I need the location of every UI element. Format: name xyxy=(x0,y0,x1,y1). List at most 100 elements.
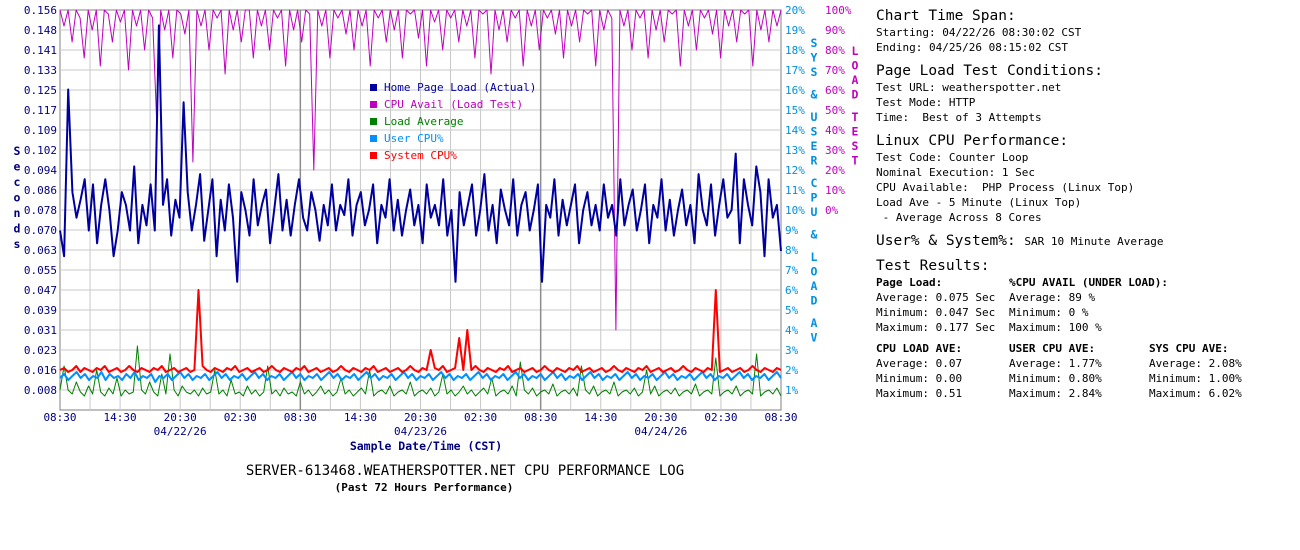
y-left-tick-label: 0.016 xyxy=(24,364,57,377)
test-code: Test Code: Counter Loop xyxy=(876,151,1029,164)
user-cpu-avg: Average: 1.77% xyxy=(1009,357,1102,370)
y-right-inner-tick-label: 3% xyxy=(785,344,799,357)
right-inner-axis-label-glyph: Y xyxy=(811,51,818,65)
y-right-outer-tick-label: 20% xyxy=(825,164,845,177)
right-inner-axis-label-glyph: U xyxy=(811,205,818,219)
left-axis-label-glyph: d xyxy=(14,222,21,236)
x-axis-label: Sample Date/Time (CST) xyxy=(350,439,502,453)
span-heading: Chart Time Span: xyxy=(876,8,1016,24)
right-inner-axis-label-glyph: A xyxy=(811,279,818,293)
legend: Home Page Load (Actual) CPU Avail (Load T… xyxy=(370,81,536,162)
sys-cpu-avg: Average: 2.08% xyxy=(1149,357,1242,370)
right-outer-axis-ticks: 100% 90% 80% 70% 60% 50% 40% 30% 20% 10% 0% xyxy=(825,4,852,217)
cpu-load-head: CPU LOAD AVE: xyxy=(876,342,963,355)
x-tick-label: 08:30 xyxy=(524,411,557,424)
test-mode: Test Mode: HTTP xyxy=(876,96,976,109)
y-right-inner-tick-label: 4% xyxy=(785,324,799,337)
y-left-tick-label: 0.156 xyxy=(24,4,57,17)
y-right-outer-tick-label: 90% xyxy=(825,24,845,37)
y-left-tick-label: 0.047 xyxy=(24,284,57,297)
left-axis-label-glyph: n xyxy=(14,206,21,220)
y-right-inner-tick-label: 18% xyxy=(785,44,805,57)
right-inner-axis-label-glyph: R xyxy=(811,153,818,167)
series-line-load-average xyxy=(59,345,782,397)
sys-cpu-max: Maximum: 6.02% xyxy=(1149,387,1242,400)
y-right-inner-tick-label: 8% xyxy=(785,244,799,257)
y-right-inner-tick-label: 15% xyxy=(785,104,805,117)
x-tick-label: 20:30 xyxy=(404,411,437,424)
usersys-block: User% & System%: SAR 10 Minute Average xyxy=(876,233,1296,250)
x-tick-label: 02:30 xyxy=(704,411,737,424)
y-right-inner-tick-label: 11% xyxy=(785,184,805,197)
left-axis-label-glyph: o xyxy=(14,191,21,205)
y-right-inner-tick-label: 10% xyxy=(785,204,805,217)
legend-label: Load Average xyxy=(384,115,463,128)
right-outer-axis-label-glyph: D xyxy=(852,88,859,102)
legend-label: User CPU% xyxy=(384,132,444,145)
y-right-inner-tick-label: 5% xyxy=(785,304,799,317)
right-outer-axis-label-glyph: L xyxy=(852,44,859,58)
y-right-inner-tick-label: 16% xyxy=(785,84,805,97)
right-inner-axis-label-glyph: & xyxy=(811,227,818,241)
right-inner-axis-label-glyph: E xyxy=(811,139,818,153)
right-outer-axis-label-glyph: O xyxy=(852,59,859,73)
right-inner-axis-ticks: 20% 19% 18% 17% 16% 15% 14% 13% 12% 11% 10% 9% 8% 7% 6… xyxy=(785,4,805,397)
x-axis-dates: 04/22/26 04/23/26 04/24/26 xyxy=(154,425,688,438)
x-tick-label: 08:30 xyxy=(764,411,797,424)
y-right-inner-tick-label: 12% xyxy=(785,164,805,177)
x-tick-label: 08:30 xyxy=(43,411,76,424)
right-inner-axis-label-glyph: S xyxy=(811,65,818,79)
y-right-inner-tick-label: 14% xyxy=(785,124,805,137)
conditions-heading: Page Load Test Conditions: xyxy=(876,63,1103,79)
y-left-tick-label: 0.094 xyxy=(24,164,57,177)
cpu-avail-min: Minimum: 0 % xyxy=(1009,306,1089,319)
y-right-outer-tick-label: 100% xyxy=(825,4,852,17)
y-left-tick-label: 0.008 xyxy=(24,384,57,397)
load-ave-note: - Average Across 8 Cores xyxy=(876,211,1042,224)
page-load-max: Maximum: 0.177 Sec xyxy=(876,321,996,334)
cpu-load-min: Minimum: 0.00 xyxy=(876,372,963,385)
y-right-outer-tick-label: 50% xyxy=(825,104,845,117)
y-right-inner-tick-label: 7% xyxy=(785,264,799,277)
cpu-avail-head: %CPU AVAIL (UNDER LOAD): xyxy=(1009,276,1168,289)
cpu-load-avg: Average: 0.07 xyxy=(876,357,963,370)
y-left-tick-label: 0.086 xyxy=(24,184,57,197)
cpu-performance-chart: 0.156 0.148 0.141 0.133 0.125 0.117 0.109 0.102… xyxy=(14,4,859,494)
user-cpu-head: USER CPU AVE: xyxy=(1009,342,1096,355)
test-url: Test URL: weatherspotter.net xyxy=(876,81,1062,94)
y-right-inner-tick-label: 6% xyxy=(785,284,799,297)
y-right-inner-tick-label: 20% xyxy=(785,4,805,17)
y-left-tick-label: 0.031 xyxy=(24,324,57,337)
right-inner-axis-label-glyph: A xyxy=(811,316,818,330)
x-tick-label: 20:30 xyxy=(644,411,677,424)
y-right-outer-tick-label: 10% xyxy=(825,184,845,197)
x-date-label: 04/22/26 xyxy=(154,425,207,438)
right-outer-axis-label-glyph: T xyxy=(852,110,859,124)
y-right-outer-tick-label: 60% xyxy=(825,84,845,97)
sys-cpu-min: Minimum: 1.00% xyxy=(1149,372,1242,385)
right-inner-axis-label-glyph: & xyxy=(811,87,818,101)
legend-label: Home Page Load (Actual) xyxy=(384,81,536,94)
y-right-inner-tick-label: 17% xyxy=(785,64,805,77)
y-left-tick-label: 0.125 xyxy=(24,84,57,97)
y-left-tick-label: 0.063 xyxy=(24,244,57,257)
cpu-avail-max: Maximum: 100 % xyxy=(1009,321,1102,334)
left-axis-label-glyph: e xyxy=(14,160,21,174)
page-load-avg: Average: 0.075 Sec xyxy=(876,291,996,304)
page-load-min: Minimum: 0.047 Sec xyxy=(876,306,996,319)
x-tick-label: 20:30 xyxy=(164,411,197,424)
y-left-tick-label: 0.055 xyxy=(24,264,57,277)
series-line-system-cpu xyxy=(59,289,782,373)
legend-swatch xyxy=(370,118,377,125)
legend-swatch xyxy=(370,135,377,142)
cpu-available: CPU Available: PHP Process (Linux Top) xyxy=(876,181,1135,194)
y-left-tick-label: 0.148 xyxy=(24,24,57,37)
chart-title: SERVER-613468.WEATHERSPOTTER.NET CPU PER… xyxy=(246,463,684,479)
grid-lines xyxy=(60,10,781,410)
user-cpu-min: Minimum: 0.80% xyxy=(1009,372,1102,385)
right-inner-axis-label-glyph: L xyxy=(811,250,818,264)
right-outer-axis-label-glyph: T xyxy=(852,153,859,167)
right-outer-axis-label-glyph: E xyxy=(852,124,859,138)
